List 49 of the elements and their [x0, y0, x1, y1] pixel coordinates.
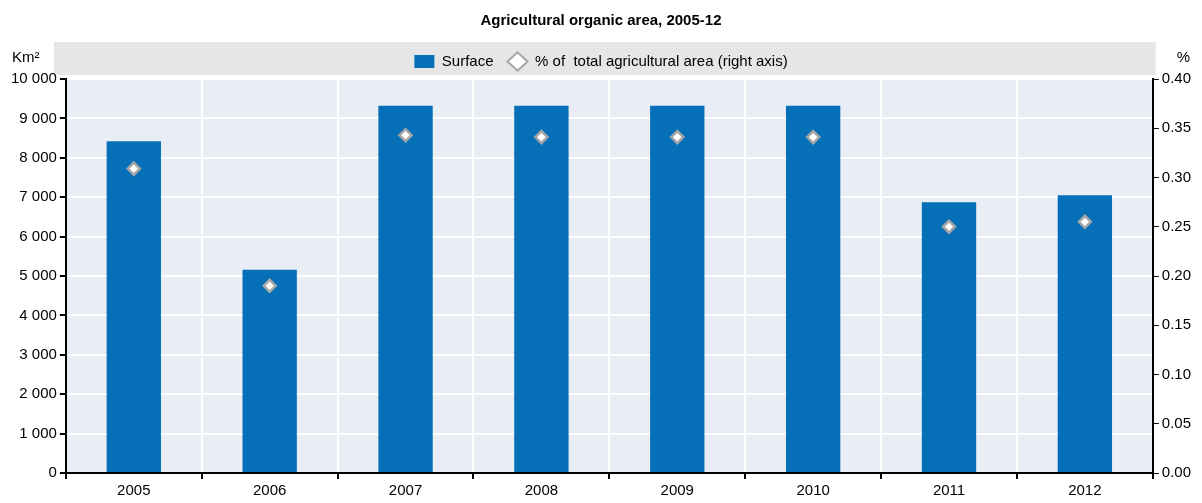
- bar: [106, 141, 161, 472]
- legend-label: % of total agricultural area (right axis): [535, 51, 788, 69]
- y2-tick-label: 0.35: [1161, 118, 1192, 136]
- bar: [1057, 195, 1113, 472]
- x-tick-label: 2011: [932, 481, 966, 499]
- y2-tick-label: 0.00: [1161, 463, 1192, 481]
- bar: [921, 202, 977, 472]
- bar: [514, 105, 569, 472]
- y2-tick-label: 0.25: [1161, 216, 1192, 234]
- y2-tick-label: 0.40: [1161, 69, 1192, 87]
- legend-label: Surface: [441, 51, 494, 69]
- y2-axis-title: %: [1176, 47, 1190, 65]
- x-tick-label: 2006: [252, 481, 287, 499]
- point: [941, 219, 957, 234]
- chart-title: Agricultural organic area, 2005-12: [480, 11, 722, 29]
- y-tick-label: 9 000: [19, 108, 57, 126]
- x-tick-label: 2005: [117, 481, 151, 499]
- y-tick-label: 4 000: [19, 305, 57, 323]
- y2-tick-label: 0.05: [1161, 413, 1192, 431]
- y-tick-label: 0: [48, 463, 57, 481]
- point: [262, 278, 277, 294]
- y2-tick-label: 0.10: [1161, 364, 1192, 382]
- y2-tick-label: 0.20: [1161, 266, 1192, 284]
- y-tick-label: 1 000: [19, 423, 57, 441]
- point: [126, 161, 142, 176]
- x-tick-label: 2007: [388, 481, 423, 499]
- y-tick-label: 5 000: [19, 266, 57, 284]
- y2-tick-label: 0.15: [1161, 315, 1192, 333]
- x-tick-label: 2012: [1068, 481, 1102, 499]
- x-tick-label: 2010: [796, 481, 830, 499]
- y-tick-label: 3 000: [19, 344, 57, 362]
- y-tick-label: 8 000: [19, 147, 57, 165]
- y-tick-label: 10 000: [10, 69, 57, 87]
- point: [670, 129, 685, 145]
- point: [1077, 214, 1093, 230]
- bar: [650, 105, 705, 472]
- bar: [378, 105, 433, 472]
- y-tick-label: 7 000: [19, 187, 57, 205]
- y-tick-label: 6 000: [19, 226, 57, 244]
- x-tick-label: 2009: [660, 481, 694, 499]
- bar: [785, 105, 841, 472]
- point: [805, 129, 821, 145]
- y2-tick-label: 0.30: [1161, 167, 1192, 185]
- point: [398, 127, 413, 143]
- y-axis-title: Km²: [12, 47, 40, 65]
- y-tick-label: 2 000: [19, 384, 57, 402]
- x-tick-label: 2008: [524, 481, 559, 499]
- point: [534, 129, 549, 145]
- bar: [242, 269, 297, 472]
